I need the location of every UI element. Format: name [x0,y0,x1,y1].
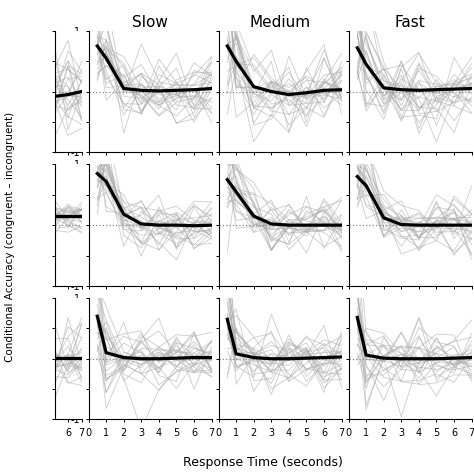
Text: Response Time (seconds): Response Time (seconds) [183,456,343,469]
Title: Fast: Fast [395,15,426,30]
Title: Medium: Medium [249,15,310,30]
Title: Slow: Slow [132,15,168,30]
Text: Conditional Accuracy (congruent – incongruent): Conditional Accuracy (congruent – incong… [5,112,16,362]
